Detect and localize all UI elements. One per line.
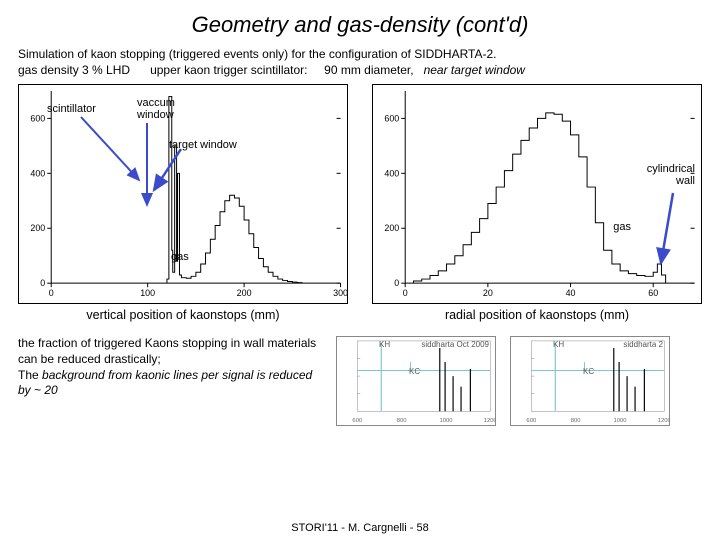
svg-text:400: 400 — [30, 169, 45, 179]
svg-text:0: 0 — [49, 288, 54, 298]
mini-left-kh: KH — [379, 340, 390, 349]
mini-left-sidd: siddharta Oct 2009 — [421, 340, 489, 349]
svg-text:40: 40 — [566, 288, 576, 298]
mini-left-svg: 600 800 1000 1200 — [337, 337, 495, 425]
bottom-text-2a: The — [18, 368, 42, 382]
svg-text:0: 0 — [394, 279, 399, 289]
mini-right-kc: KC — [583, 367, 594, 376]
svg-text:400: 400 — [384, 169, 399, 179]
bottom-text: the fraction of triggered Kaons stopping… — [18, 336, 318, 426]
svg-text:1000: 1000 — [439, 418, 453, 424]
mini-chart-right: 600 800 1000 1200 KH siddharta 2 KC — [510, 336, 670, 426]
svg-text:200: 200 — [30, 224, 45, 234]
svg-text:1200: 1200 — [658, 418, 669, 424]
subtitle-line2b: upper kaon trigger scintillator: — [150, 63, 307, 77]
svg-text:600: 600 — [352, 418, 363, 424]
svg-text:200: 200 — [384, 224, 399, 234]
left-chart-caption: vertical position of kaonstops (mm) — [18, 308, 348, 322]
mini-chart-left: 600 800 1000 1200 KH siddharta Oct 2009 KC — [336, 336, 496, 426]
svg-text:600: 600 — [30, 114, 45, 124]
svg-text:600: 600 — [384, 114, 399, 124]
subtitle-line2c: 90 mm diameter, — [324, 63, 413, 77]
subtitle-line1: Simulation of kaon stopping (triggered e… — [18, 47, 496, 61]
bottom-text-2b: background from kaonic lines per signal … — [18, 368, 312, 398]
svg-text:800: 800 — [571, 418, 582, 424]
left-chart-box: 02004006000100200300 scintillator vaccum… — [18, 84, 348, 304]
mini-right-svg: 600 800 1000 1200 — [511, 337, 669, 425]
svg-text:1200: 1200 — [484, 418, 495, 424]
left-chart-svg: 0 200 400 600 0 100 200 300 — [19, 85, 347, 303]
svg-text:60: 60 — [648, 288, 658, 298]
subtitle-line2a: gas density 3 % LHD — [18, 63, 130, 77]
mini-left-kc: KC — [409, 367, 420, 376]
right-chart-box: 02004006000204060 cylindrical wall gas — [372, 84, 702, 304]
svg-text:300: 300 — [333, 288, 347, 298]
svg-text:200: 200 — [237, 288, 252, 298]
bottom-text-1: the fraction of triggered Kaons stopping… — [18, 336, 316, 366]
page-footer: STORI'11 - M. Cargnelli - 58 — [0, 522, 720, 534]
right-chart-wrap: 02004006000204060 cylindrical wall gas r… — [372, 84, 702, 322]
right-chart-caption: radial position of kaonstops (mm) — [372, 308, 702, 322]
subtitle-line2d: near target window — [424, 63, 525, 77]
page-title: Geometry and gas-density (cont'd) — [0, 0, 720, 38]
svg-text:100: 100 — [140, 288, 155, 298]
svg-text:0: 0 — [40, 279, 45, 289]
svg-text:20: 20 — [483, 288, 493, 298]
svg-text:0: 0 — [403, 288, 408, 298]
subtitle-block: Simulation of kaon stopping (triggered e… — [0, 38, 720, 80]
svg-text:1000: 1000 — [613, 418, 627, 424]
svg-text:800: 800 — [397, 418, 408, 424]
mini-right-kh: KH — [553, 340, 564, 349]
mini-right-sidd: siddharta 2 — [623, 340, 663, 349]
left-chart-wrap: 02004006000100200300 scintillator vaccum… — [18, 84, 348, 322]
svg-text:600: 600 — [526, 418, 537, 424]
right-chart-svg: 0 200 400 600 0 20 40 60 — [373, 85, 701, 303]
